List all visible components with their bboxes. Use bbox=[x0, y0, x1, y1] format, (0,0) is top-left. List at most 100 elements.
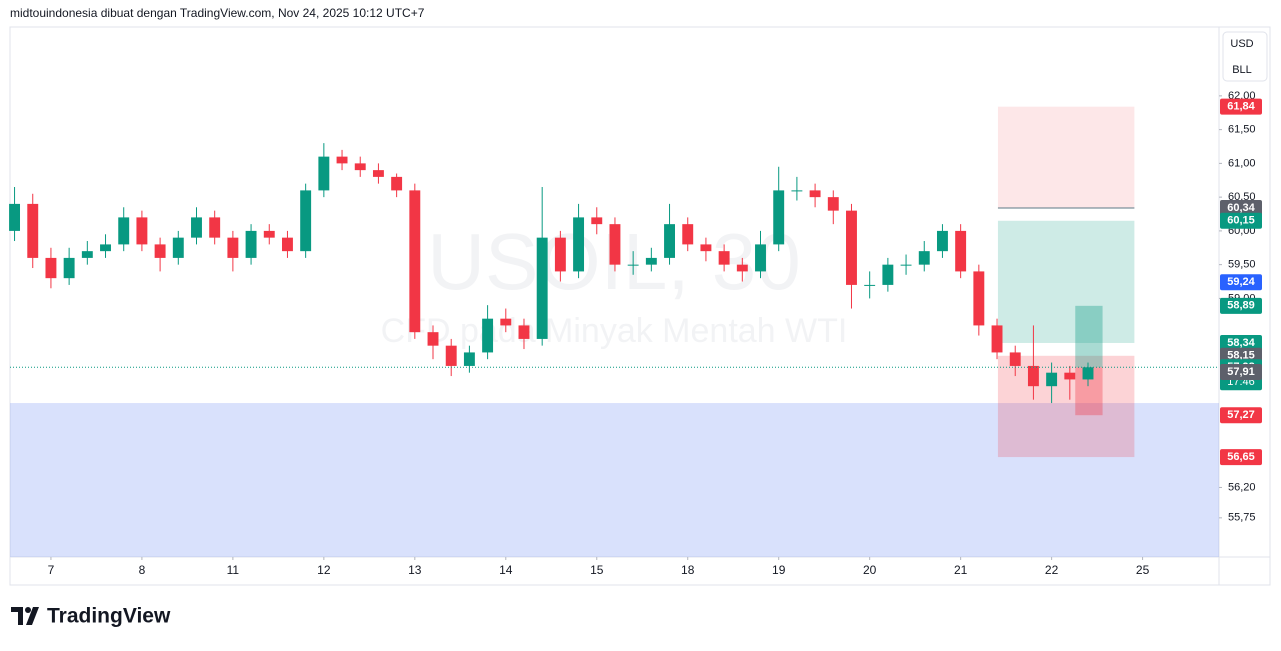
axes: 62,0061,5061,0060,5060,0059,5059,0056,20… bbox=[48, 90, 1262, 577]
candle-body bbox=[27, 203, 39, 258]
candle-body bbox=[536, 237, 548, 339]
candle-body bbox=[791, 190, 803, 192]
price-label-box bbox=[1220, 449, 1262, 466]
candle-body bbox=[1027, 365, 1039, 387]
price-label: 60,15 bbox=[1227, 215, 1255, 227]
logo-icon bbox=[11, 607, 39, 625]
candle-body bbox=[882, 264, 894, 285]
x-tick-label: 19 bbox=[772, 563, 786, 577]
candles bbox=[9, 143, 1219, 404]
candle-body bbox=[318, 156, 330, 191]
candle-body bbox=[354, 163, 366, 171]
candle-body bbox=[81, 251, 93, 258]
price-label: 57,91 bbox=[1227, 366, 1255, 378]
candle-body bbox=[500, 318, 512, 326]
candle-body bbox=[900, 264, 912, 266]
price-label: 58,34 bbox=[1227, 337, 1255, 349]
candle-body bbox=[955, 230, 967, 272]
price-label: 59,24 bbox=[1227, 276, 1255, 288]
currency-button[interactable]: USD bbox=[1230, 38, 1253, 50]
candle-body bbox=[136, 217, 148, 245]
candle-body bbox=[609, 224, 621, 265]
candle-body bbox=[1064, 372, 1076, 380]
candle-body bbox=[282, 237, 293, 252]
price-label-box bbox=[1220, 334, 1262, 351]
x-tick-label: 11 bbox=[227, 563, 240, 577]
candle-body bbox=[45, 257, 57, 279]
candle-body bbox=[991, 325, 1003, 353]
x-tick-label: 21 bbox=[954, 563, 968, 577]
candle-body bbox=[918, 251, 930, 265]
candle-body bbox=[809, 190, 821, 198]
candle-body bbox=[645, 257, 657, 265]
x-tick-label: 14 bbox=[499, 563, 513, 577]
price-label: 57,27 bbox=[1227, 409, 1255, 421]
x-tick-label: 25 bbox=[1136, 563, 1150, 577]
candle-body bbox=[1009, 352, 1021, 366]
candle-body bbox=[154, 244, 166, 258]
candle-body bbox=[391, 176, 403, 191]
candle-body bbox=[755, 244, 766, 272]
price-label: 61,84 bbox=[1227, 101, 1255, 113]
zone bbox=[997, 355, 1135, 458]
x-tick-label: 18 bbox=[681, 563, 695, 577]
price-label-box bbox=[1220, 212, 1262, 229]
candle-body bbox=[554, 237, 566, 272]
x-tick-label: 20 bbox=[863, 563, 877, 577]
price-label: 60,34 bbox=[1227, 202, 1255, 214]
zone bbox=[997, 220, 1135, 343]
footer-logo: TradingView bbox=[47, 605, 171, 628]
candle-body bbox=[1082, 367, 1094, 380]
candle-body bbox=[172, 237, 184, 258]
candle-body bbox=[463, 352, 475, 366]
x-tick-label: 7 bbox=[48, 563, 55, 577]
candle-body bbox=[591, 217, 603, 225]
x-tick-label: 8 bbox=[139, 563, 146, 577]
candle-body bbox=[827, 197, 839, 211]
candle-body bbox=[409, 190, 421, 333]
y-tick-label: 61,50 bbox=[1228, 124, 1256, 136]
y-tick-label: 61,00 bbox=[1228, 157, 1256, 169]
x-tick-label: 15 bbox=[590, 563, 604, 577]
candle-body bbox=[573, 217, 585, 272]
candle-body bbox=[245, 230, 257, 258]
candle-body bbox=[936, 230, 948, 252]
y-tick-label: 59,50 bbox=[1228, 259, 1256, 271]
zone bbox=[10, 403, 1219, 557]
price-label-box bbox=[1220, 407, 1262, 424]
candle-body bbox=[518, 325, 530, 339]
chart-frame bbox=[9, 26, 1271, 586]
candle-body bbox=[263, 230, 275, 238]
candle-body bbox=[227, 237, 239, 258]
candle-body bbox=[1046, 372, 1058, 387]
candle-body bbox=[372, 170, 384, 177]
zone bbox=[1075, 305, 1103, 368]
price-label: 58,15 bbox=[1227, 350, 1255, 362]
price-label: 58,89 bbox=[1227, 300, 1255, 312]
candle-body bbox=[63, 257, 75, 279]
candle-body bbox=[482, 318, 494, 353]
x-tick-label: 13 bbox=[408, 563, 422, 577]
price-label-box bbox=[1220, 297, 1262, 314]
currency-box[interactable] bbox=[1222, 31, 1268, 82]
unit-button[interactable]: BLL bbox=[1232, 64, 1252, 76]
price-label-box bbox=[1220, 364, 1262, 381]
price-label-box bbox=[1220, 199, 1262, 216]
header-caption: midtouindonesia dibuat dengan TradingVie… bbox=[10, 6, 425, 20]
y-tick-label: 55,75 bbox=[1228, 512, 1256, 524]
candle-body bbox=[627, 264, 639, 266]
candle-body bbox=[700, 244, 712, 252]
candle-body bbox=[664, 224, 675, 258]
candle-body bbox=[336, 156, 348, 164]
candle-body bbox=[718, 251, 730, 265]
candle-body bbox=[118, 217, 130, 245]
candle-body bbox=[9, 203, 21, 231]
candle-body bbox=[427, 332, 439, 346]
zone bbox=[997, 106, 1135, 208]
x-tick-label: 12 bbox=[317, 563, 331, 577]
candle-body bbox=[191, 217, 202, 238]
x-tick-label: 22 bbox=[1045, 563, 1059, 577]
candle-body bbox=[300, 190, 312, 252]
